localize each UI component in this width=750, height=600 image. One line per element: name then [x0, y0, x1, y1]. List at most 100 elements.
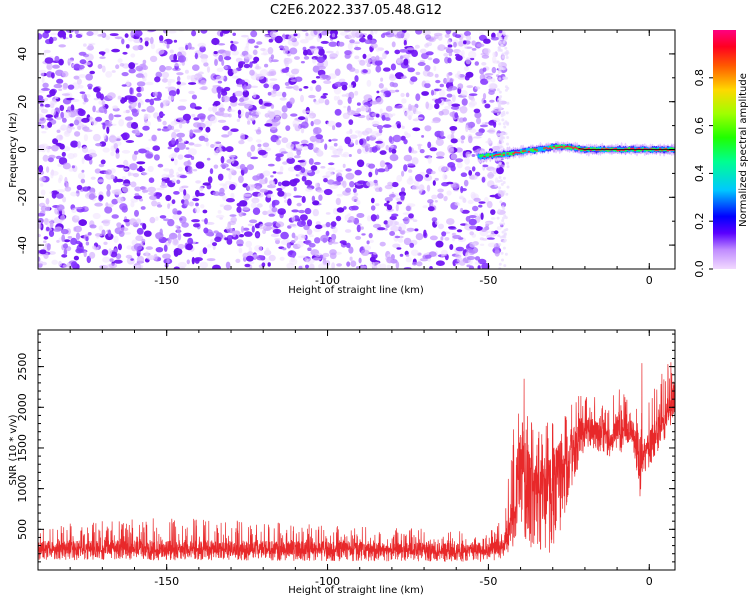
spectrogram-noise-cell [74, 131, 81, 137]
spectrogram-noise-cell [342, 180, 347, 188]
spectrogram-noise-cell [259, 105, 267, 109]
spectrogram-noise-cell [309, 46, 316, 49]
spectrogram-noise-cell [178, 55, 186, 63]
spectrogram-noise-cell [498, 62, 502, 66]
spectrogram-noise-cell [217, 119, 227, 123]
spectrogram-noise-cell [111, 70, 116, 73]
spectrogram-noise-cell [67, 153, 75, 160]
spectrogram-noise-cell [202, 209, 208, 214]
spectrogram-noise-cell [221, 95, 231, 103]
spectrogram-noise-cell [240, 225, 245, 233]
spectrogram-noise-cell [255, 129, 262, 135]
spectrogram-noise-cell [474, 86, 481, 90]
spectrogram-noise-cell [407, 67, 416, 73]
spectrogram-noise-cell [399, 49, 409, 53]
spectrogram-noise-cell [200, 79, 207, 86]
spectrogram-noise-cell [227, 130, 233, 136]
spectrogram-noise-cell [282, 91, 287, 98]
spectrogram-noise-cell [167, 81, 172, 87]
spectrogram-noise-cell [334, 108, 342, 116]
spectrogram-noise-cell [386, 256, 394, 264]
spectrogram-noise-cell [248, 246, 253, 253]
spectrogram-noise-cell [144, 37, 151, 42]
spectrogram-noise-cell [163, 244, 168, 252]
spectrogram-noise-cell [45, 198, 50, 205]
spectrogram-noise-cell [106, 203, 114, 208]
spectrogram-noise-cell [212, 242, 217, 247]
spectrogram-noise-cell [60, 228, 69, 235]
spectrogram-noise-cell [447, 144, 454, 152]
spectrogram-noise-cell [272, 228, 282, 234]
spectrogram-noise-cell [469, 242, 476, 248]
spectrogram-noise-cell [41, 108, 48, 114]
spectrogram-noise-cell [238, 247, 243, 254]
spectrogram-noise-cell [444, 174, 448, 180]
spectrogram-noise-cell [323, 59, 329, 68]
spectrogram-noise-cell [121, 185, 130, 193]
spectrogram-noise-cell [303, 49, 308, 56]
spectrogram-y-tick-label: -20 [16, 188, 29, 206]
snr-x-tick-label: -50 [479, 575, 497, 588]
spectrogram-noise-cell [304, 115, 314, 119]
spectrogram-noise-cell [289, 97, 295, 105]
spectrogram-noise-cell [318, 148, 322, 152]
spectrogram-noise-cell [370, 43, 378, 49]
spectrogram-noise-cell [275, 139, 282, 146]
spectrogram-noise-cell [443, 53, 449, 57]
spectrogram-noise-cell [415, 30, 423, 35]
spectrogram-x-ticks: -150 -100 -50 0 [37, 30, 653, 287]
spectrogram-noise-cell [156, 194, 161, 199]
spectrogram-noise-cell [264, 63, 269, 68]
spectrogram-noise-cell [130, 181, 137, 188]
spectrogram-noise-cell [506, 142, 509, 146]
spectrogram-noise-cell [333, 142, 338, 147]
spectrogram-noise-cell [185, 243, 193, 251]
spectrogram-noise-cell [154, 76, 161, 83]
spectrogram-noise-cell [38, 95, 44, 100]
spectrogram-noise-cell [377, 168, 386, 173]
spectrogram-noise-cell [330, 154, 340, 158]
spectrogram-signal-centerline [578, 148, 675, 150]
spectrogram-noise-cell [450, 153, 458, 160]
spectrogram-noise-cell [468, 170, 473, 176]
spectrogram-noise-cell [440, 130, 445, 137]
spectrogram-noise-cell [203, 62, 209, 67]
spectrogram-noise-cell [293, 33, 298, 37]
spectrogram-noise-cell [191, 256, 195, 265]
spectrogram-noise-cell [194, 206, 201, 214]
spectrogram-signal-cell [481, 154, 484, 157]
spectrogram-noise-cell [467, 199, 474, 205]
spectrogram-noise-cell [355, 235, 362, 240]
spectrogram-signal-cell [548, 147, 552, 150]
spectrogram-noise-cell [422, 30, 431, 36]
spectrogram-noise-cell [217, 173, 224, 181]
spectrogram-noise-cell [257, 192, 264, 198]
spectrogram-noise-cell [496, 226, 502, 231]
spectrogram-noise-cell [181, 199, 185, 205]
spectrogram-noise-cell [250, 30, 258, 38]
spectrogram-noise-cell [77, 140, 81, 149]
spectrogram-noise-cell [433, 65, 437, 72]
spectrogram-noise-cell [82, 186, 90, 192]
spectrogram-noise-cell [396, 174, 403, 183]
spectrogram-noise-cell [193, 117, 200, 121]
spectrogram-noise-cell [486, 129, 495, 133]
spectrogram-noise-cell [418, 188, 423, 195]
spectrogram-noise-cell [291, 214, 296, 222]
spectrogram-noise-cell [56, 189, 66, 193]
spectrogram-noise-cell [296, 32, 301, 39]
spectrogram-noise-cell [444, 237, 450, 241]
spectrogram-noise-cell [322, 252, 330, 258]
spectrogram-noise-cell [291, 141, 300, 145]
spectrogram-noise-cell [340, 31, 348, 36]
spectrogram-noise-cell [98, 51, 106, 55]
spectrogram-noise-cell [119, 63, 125, 67]
spectrogram-noise-cell [387, 219, 393, 227]
spectrogram-noise-cell [220, 156, 225, 164]
spectrogram-noise-cell [370, 205, 376, 211]
spectrogram-noise-cell [448, 52, 453, 57]
spectrogram-noise-cell [195, 180, 202, 184]
spectrogram-noise-cell [345, 172, 355, 180]
spectrogram-noise-cell [89, 251, 96, 259]
spectrogram-noise-cell [192, 64, 200, 71]
